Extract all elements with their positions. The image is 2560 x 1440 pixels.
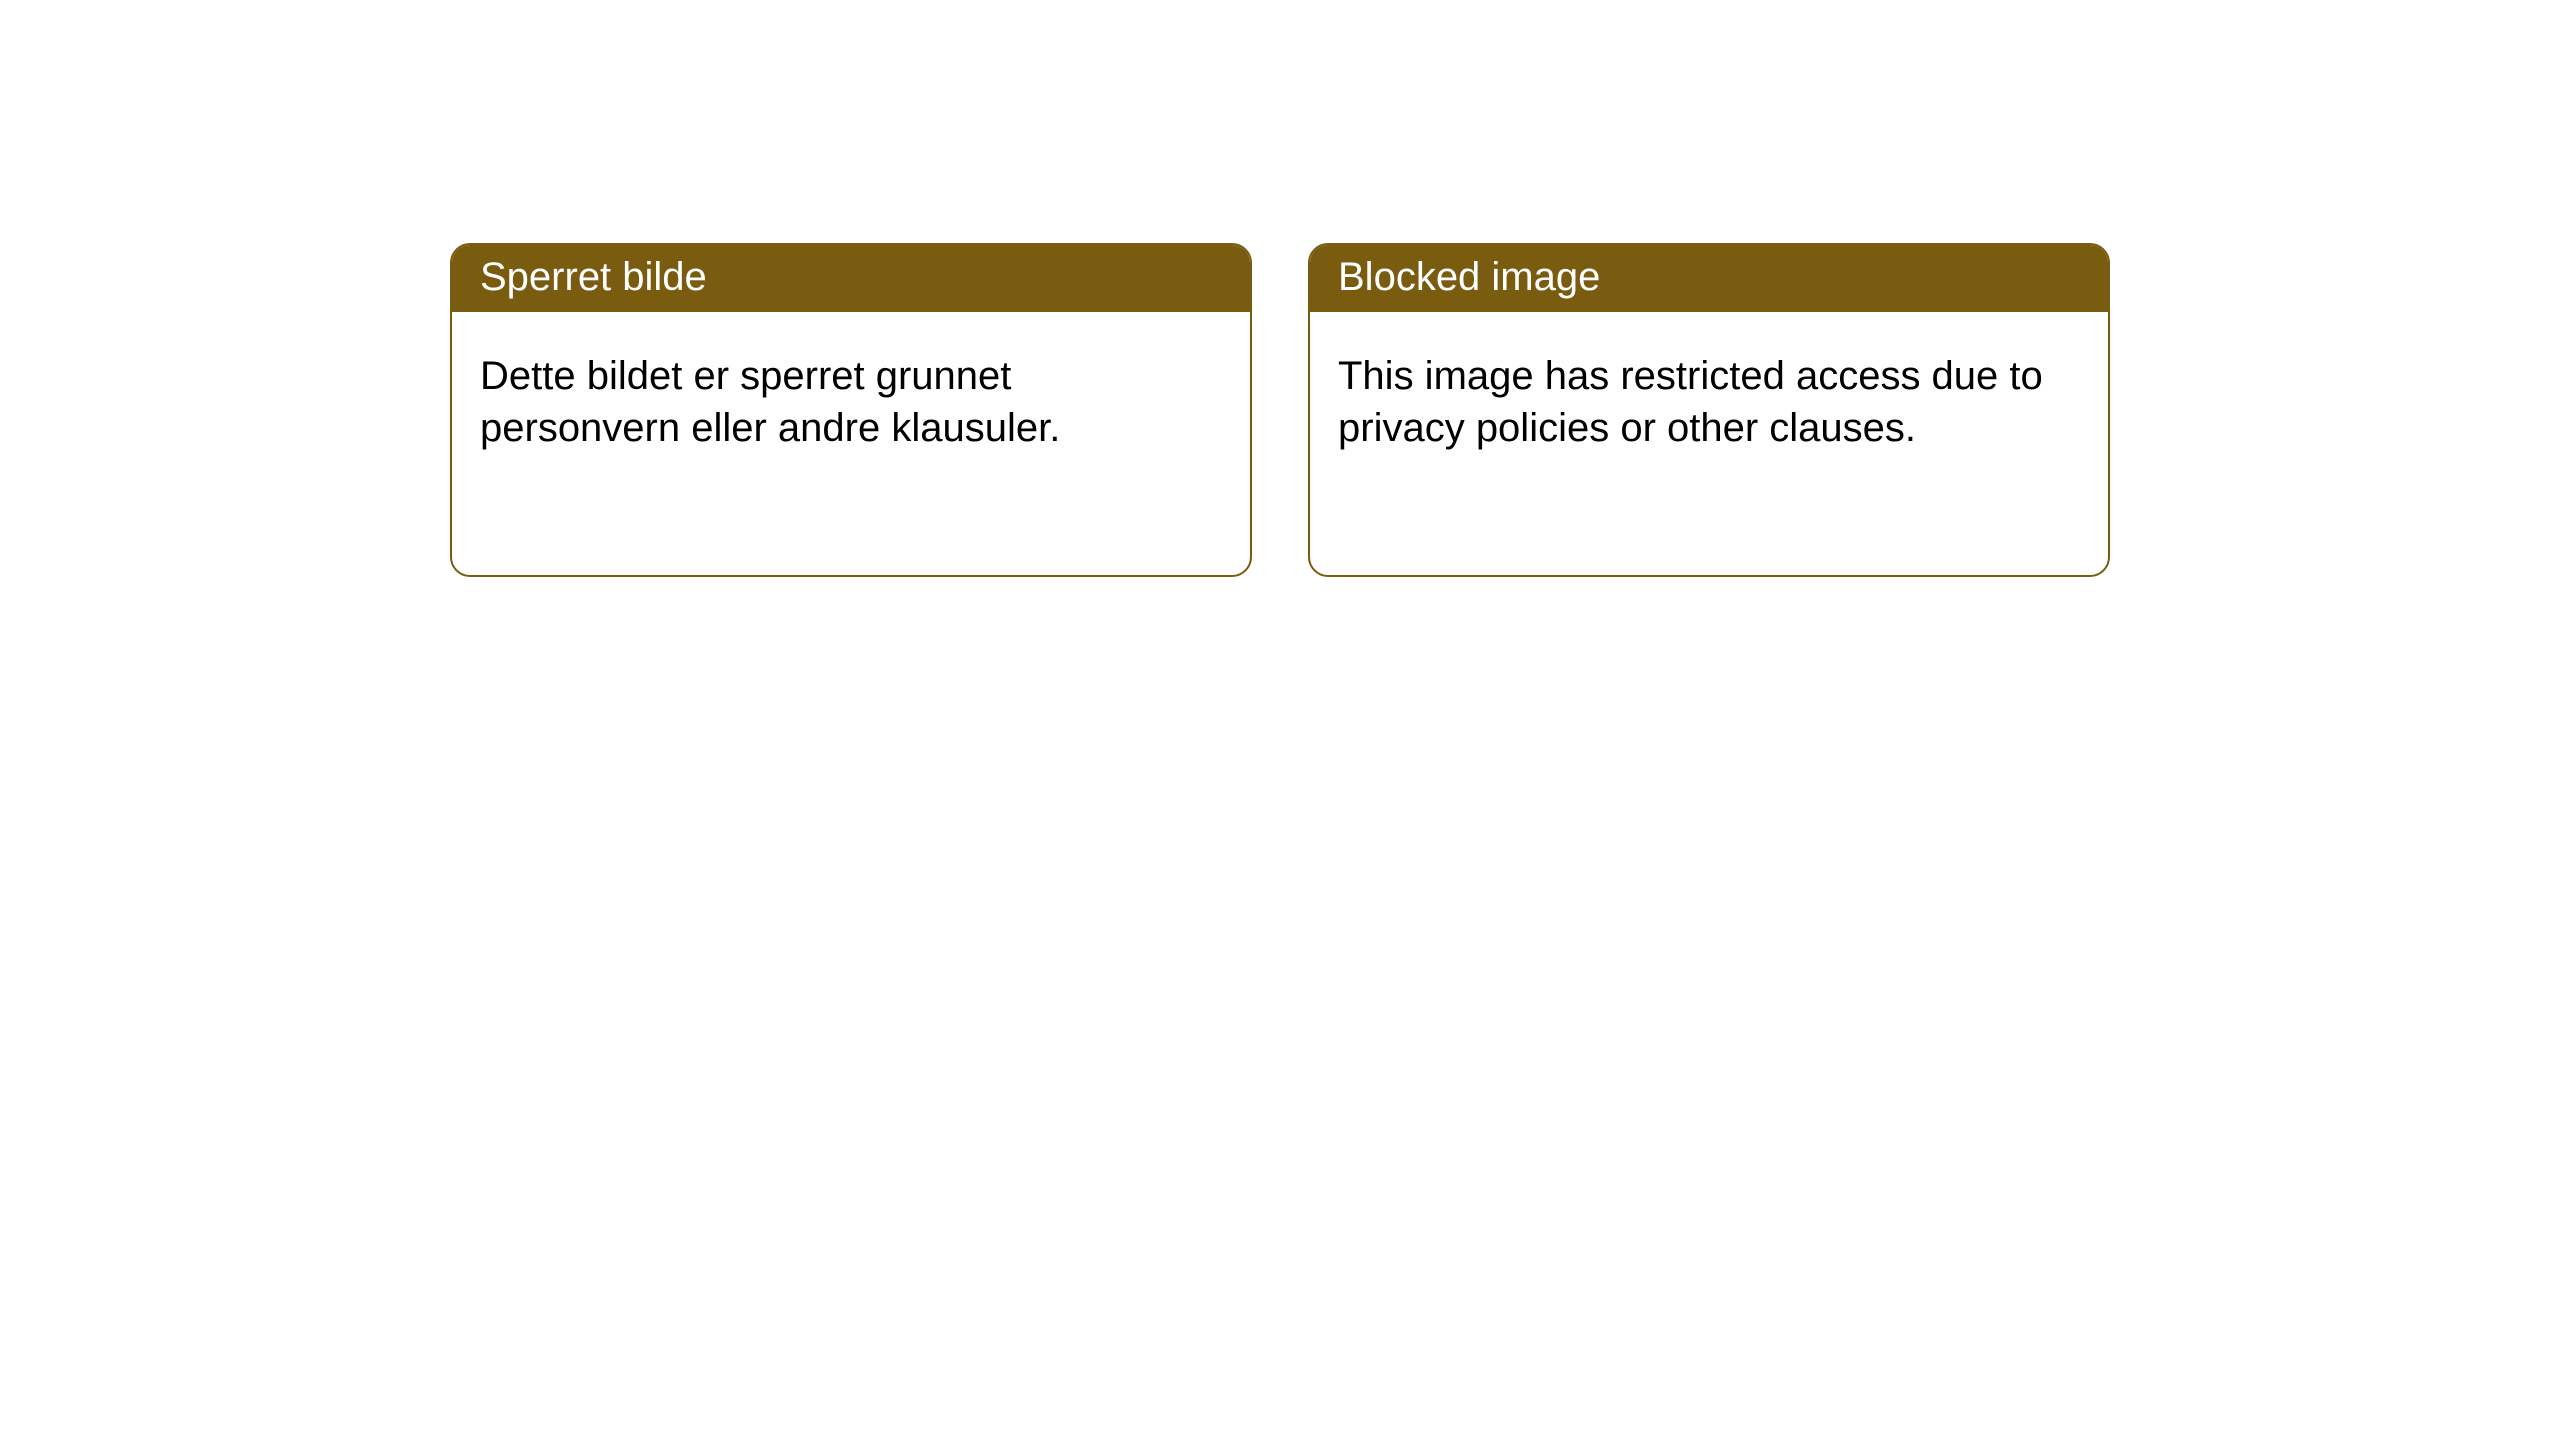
notice-body: This image has restricted access due to … [1310, 312, 2108, 492]
notice-card-english: Blocked image This image has restricted … [1308, 243, 2110, 577]
notice-header: Blocked image [1310, 245, 2108, 312]
notice-title: Blocked image [1338, 255, 1600, 299]
notice-message: This image has restricted access due to … [1338, 354, 2043, 450]
notice-container: Sperret bilde Dette bildet er sperret gr… [0, 0, 2560, 577]
notice-header: Sperret bilde [452, 245, 1250, 312]
notice-card-norwegian: Sperret bilde Dette bildet er sperret gr… [450, 243, 1252, 577]
notice-body: Dette bildet er sperret grunnet personve… [452, 312, 1250, 492]
notice-title: Sperret bilde [480, 255, 707, 299]
notice-message: Dette bildet er sperret grunnet personve… [480, 354, 1060, 450]
